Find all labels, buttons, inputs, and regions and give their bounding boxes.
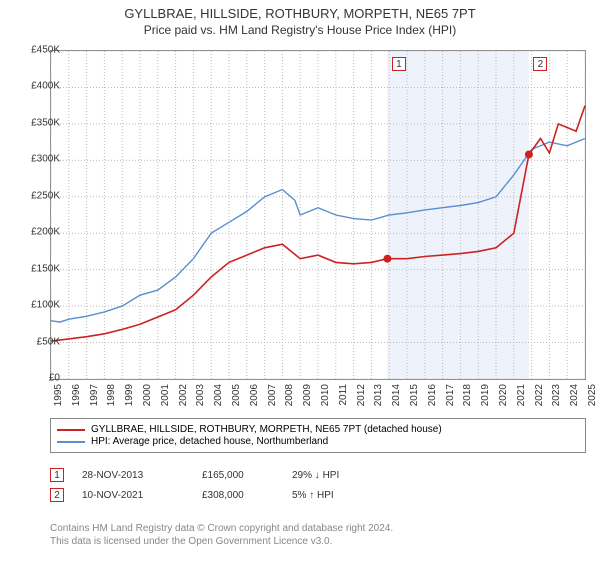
marker-ref-box: 2 [50, 488, 64, 502]
x-axis-label: 2005 [231, 384, 242, 406]
legend-item: HPI: Average price, detached house, Nort… [57, 436, 579, 447]
license-line: This data is licensed under the Open Gov… [50, 535, 393, 548]
transaction-delta: 29% ↓ HPI [292, 470, 402, 481]
chart-svg [51, 51, 585, 379]
transaction-price: £165,000 [202, 470, 292, 481]
x-axis-label: 2007 [267, 384, 278, 406]
y-axis-label: £200K [16, 227, 60, 238]
legend-label: HPI: Average price, detached house, Nort… [91, 436, 328, 447]
x-axis-label: 2016 [427, 384, 438, 406]
x-axis-label: 2014 [391, 384, 402, 406]
legend-item: GYLLBRAE, HILLSIDE, ROTHBURY, MORPETH, N… [57, 424, 579, 435]
transaction-date: 10-NOV-2021 [82, 490, 202, 501]
x-axis-label: 2013 [373, 384, 384, 406]
x-axis-label: 2008 [284, 384, 295, 406]
x-axis-label: 2025 [587, 384, 598, 406]
x-axis-label: 2010 [320, 384, 331, 406]
y-axis-label: £400K [16, 81, 60, 92]
x-axis-label: 2011 [338, 384, 349, 406]
x-axis-label: 2009 [302, 384, 313, 406]
x-axis-label: 1996 [71, 384, 82, 406]
y-axis-label: £50K [16, 336, 60, 347]
x-axis-label: 2023 [551, 384, 562, 406]
x-axis-label: 1997 [89, 384, 100, 406]
x-axis-label: 1999 [124, 384, 135, 406]
y-axis-label: £0 [16, 373, 60, 384]
x-axis-label: 1998 [106, 384, 117, 406]
transaction-row: 2 10-NOV-2021 £308,000 5% ↑ HPI [50, 488, 586, 502]
transaction-date: 28-NOV-2013 [82, 470, 202, 481]
y-axis-label: £250K [16, 190, 60, 201]
license-text: Contains HM Land Registry data © Crown c… [50, 522, 393, 548]
marker-ref-box: 1 [50, 468, 64, 482]
x-axis-label: 2019 [480, 384, 491, 406]
legend-swatch [57, 441, 85, 443]
license-line: Contains HM Land Registry data © Crown c… [50, 522, 393, 535]
x-axis-label: 2021 [516, 384, 527, 406]
legend: GYLLBRAE, HILLSIDE, ROTHBURY, MORPETH, N… [50, 418, 586, 453]
y-axis-label: £150K [16, 263, 60, 274]
x-axis-label: 2018 [462, 384, 473, 406]
x-axis-label: 2000 [142, 384, 153, 406]
plot-area: 12 [50, 50, 586, 380]
x-axis-label: 2003 [195, 384, 206, 406]
transaction-delta: 5% ↑ HPI [292, 490, 402, 501]
transaction-row: 1 28-NOV-2013 £165,000 29% ↓ HPI [50, 468, 586, 482]
x-axis-label: 2004 [213, 384, 224, 406]
x-axis-label: 1995 [53, 384, 64, 406]
chart-marker-box: 1 [392, 57, 406, 71]
x-axis-label: 2012 [356, 384, 367, 406]
y-axis-label: £300K [16, 154, 60, 165]
legend-swatch [57, 429, 85, 431]
x-axis-label: 2006 [249, 384, 260, 406]
x-axis-label: 2015 [409, 384, 420, 406]
transaction-price: £308,000 [202, 490, 292, 501]
chart-title: GYLLBRAE, HILLSIDE, ROTHBURY, MORPETH, N… [0, 6, 600, 21]
y-axis-label: £450K [16, 45, 60, 56]
x-axis-label: 2022 [534, 384, 545, 406]
x-axis-label: 2002 [178, 384, 189, 406]
chart-subtitle: Price paid vs. HM Land Registry's House … [0, 23, 600, 37]
x-axis-label: 2020 [498, 384, 509, 406]
x-axis-label: 2001 [160, 384, 171, 406]
legend-label: GYLLBRAE, HILLSIDE, ROTHBURY, MORPETH, N… [91, 424, 442, 435]
y-axis-label: £100K [16, 300, 60, 311]
y-axis-label: £350K [16, 117, 60, 128]
transactions: 1 28-NOV-2013 £165,000 29% ↓ HPI 2 10-NO… [50, 462, 586, 508]
chart-container: GYLLBRAE, HILLSIDE, ROTHBURY, MORPETH, N… [0, 6, 600, 566]
x-axis-label: 2017 [445, 384, 456, 406]
x-axis-label: 2024 [569, 384, 580, 406]
chart-marker-box: 2 [533, 57, 547, 71]
